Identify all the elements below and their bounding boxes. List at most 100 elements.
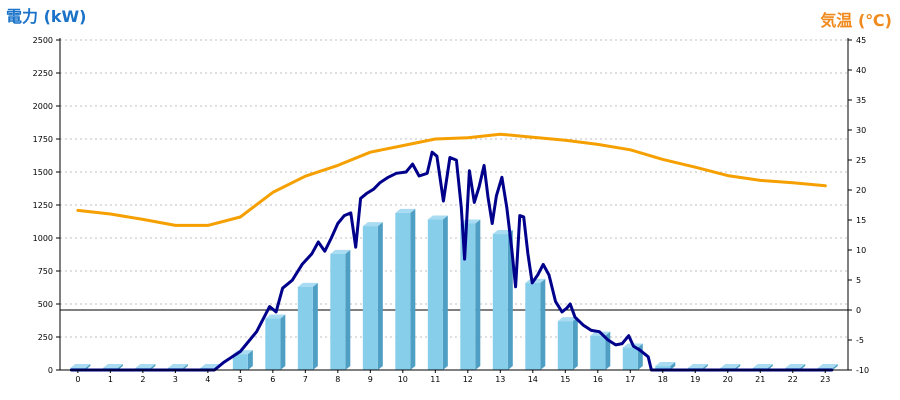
bar-7: [297, 282, 318, 370]
bar-side: [442, 215, 448, 370]
right-axis-title: 気温 (℃): [820, 11, 892, 30]
bar-front: [557, 321, 573, 370]
right-tick-label: 15: [856, 216, 866, 225]
bar-12: [460, 219, 481, 370]
x-tick-label: 10: [398, 375, 408, 384]
right-tick-label: 25: [856, 156, 866, 165]
bar-side: [637, 343, 643, 370]
x-tick-label: 7: [303, 375, 308, 384]
bar-top: [362, 222, 383, 227]
x-tick-label: 13: [495, 375, 505, 384]
axes: [59, 38, 849, 371]
right-axis-ticks: -10 -5 0 5 10 15 20 25 30 35 40 45: [848, 36, 869, 375]
right-tick-label: 5: [856, 276, 861, 285]
x-axis-ticks: 0 1 2 3 4 5 6 7 8 9 10 11 12 13 14 15 16 17 18 19 20 21 22 23: [75, 370, 830, 384]
bar-top: [200, 364, 221, 369]
bar-side: [572, 317, 578, 370]
left-tick-label: 250: [38, 333, 53, 342]
gridlines: [60, 39, 848, 338]
left-tick-label: 1750: [33, 135, 53, 144]
bar-14: [525, 278, 546, 370]
bar-front: [590, 335, 606, 370]
x-tick-label: 2: [140, 375, 145, 384]
x-tick-label: 1: [108, 375, 113, 384]
bar-top: [817, 364, 838, 369]
left-tick-label: 1500: [33, 168, 53, 177]
x-tick-label: 12: [463, 375, 473, 384]
bar-8: [330, 249, 351, 370]
left-tick-label: 750: [38, 267, 53, 276]
bar-top: [427, 215, 448, 220]
x-tick-label: 20: [723, 375, 733, 384]
bar-15: [557, 317, 578, 370]
right-tick-label: -10: [856, 366, 869, 375]
bar-front: [492, 234, 508, 370]
right-tick-label: 35: [856, 96, 866, 105]
x-tick-label: 8: [335, 375, 340, 384]
x-tick-label: 17: [625, 375, 635, 384]
left-tick-label: 2250: [33, 69, 53, 78]
bar-side: [345, 249, 351, 370]
bar-front: [395, 212, 411, 370]
x-tick-label: 11: [430, 375, 440, 384]
bar-front: [655, 366, 671, 370]
temperature-line: [76, 132, 827, 227]
x-tick-label: 15: [560, 375, 570, 384]
bar-16: [590, 331, 611, 370]
right-tick-label: 10: [856, 246, 866, 255]
bar-side: [410, 208, 416, 370]
bar-side: [247, 350, 253, 370]
right-tick-label: 30: [856, 126, 866, 135]
bar-top: [492, 230, 513, 235]
x-tick-label: 14: [528, 375, 538, 384]
left-tick-label: 0: [48, 366, 53, 375]
bar-side: [475, 219, 481, 370]
bar-top: [687, 364, 708, 369]
bar-front: [427, 219, 443, 370]
bar-18: [655, 362, 676, 370]
bar-front: [362, 226, 378, 370]
bar-top: [395, 208, 416, 213]
bar-17: [622, 343, 643, 370]
x-tick-label: 19: [690, 375, 700, 384]
bar-top: [135, 364, 156, 369]
x-tick-label: 3: [173, 375, 178, 384]
x-tick-label: 18: [658, 375, 668, 384]
left-tick-label: 1250: [33, 201, 53, 210]
bar-front: [622, 347, 638, 370]
x-tick-label: 23: [820, 375, 830, 384]
bar-top: [655, 362, 676, 367]
x-tick-label: 22: [788, 375, 798, 384]
bar-side: [670, 362, 676, 370]
bar-6: [265, 314, 286, 370]
power-line: [69, 150, 834, 372]
bar-top: [265, 314, 286, 319]
left-axis-ticks: 0 250 500 750 1000 1250 1500 1750 2000 2250 2500: [33, 36, 60, 375]
right-tick-label: 45: [856, 36, 866, 45]
x-tick-label: 9: [368, 375, 373, 384]
bar-top: [167, 364, 188, 369]
x-tick-label: 21: [755, 375, 765, 384]
right-tick-label: 0: [856, 306, 861, 315]
left-tick-label: 2000: [33, 102, 53, 111]
right-tick-label: 40: [856, 66, 866, 75]
bar-side: [540, 278, 546, 370]
bar-front: [265, 318, 281, 370]
x-tick-label: 0: [75, 375, 80, 384]
bar-front: [297, 286, 313, 370]
bar-top: [330, 249, 351, 254]
x-tick-label: 5: [238, 375, 243, 384]
bar-13: [492, 230, 513, 370]
bar-10: [395, 208, 416, 370]
bar-front: [232, 354, 248, 370]
bar-side: [377, 222, 383, 370]
bar-top: [720, 364, 741, 369]
x-tick-label: 4: [205, 375, 210, 384]
bar-top: [102, 364, 123, 369]
right-tick-label: -5: [856, 336, 864, 345]
bar-side: [832, 364, 838, 370]
bar-side: [507, 230, 513, 370]
bar-top: [557, 317, 578, 322]
bar-9: [362, 222, 383, 370]
